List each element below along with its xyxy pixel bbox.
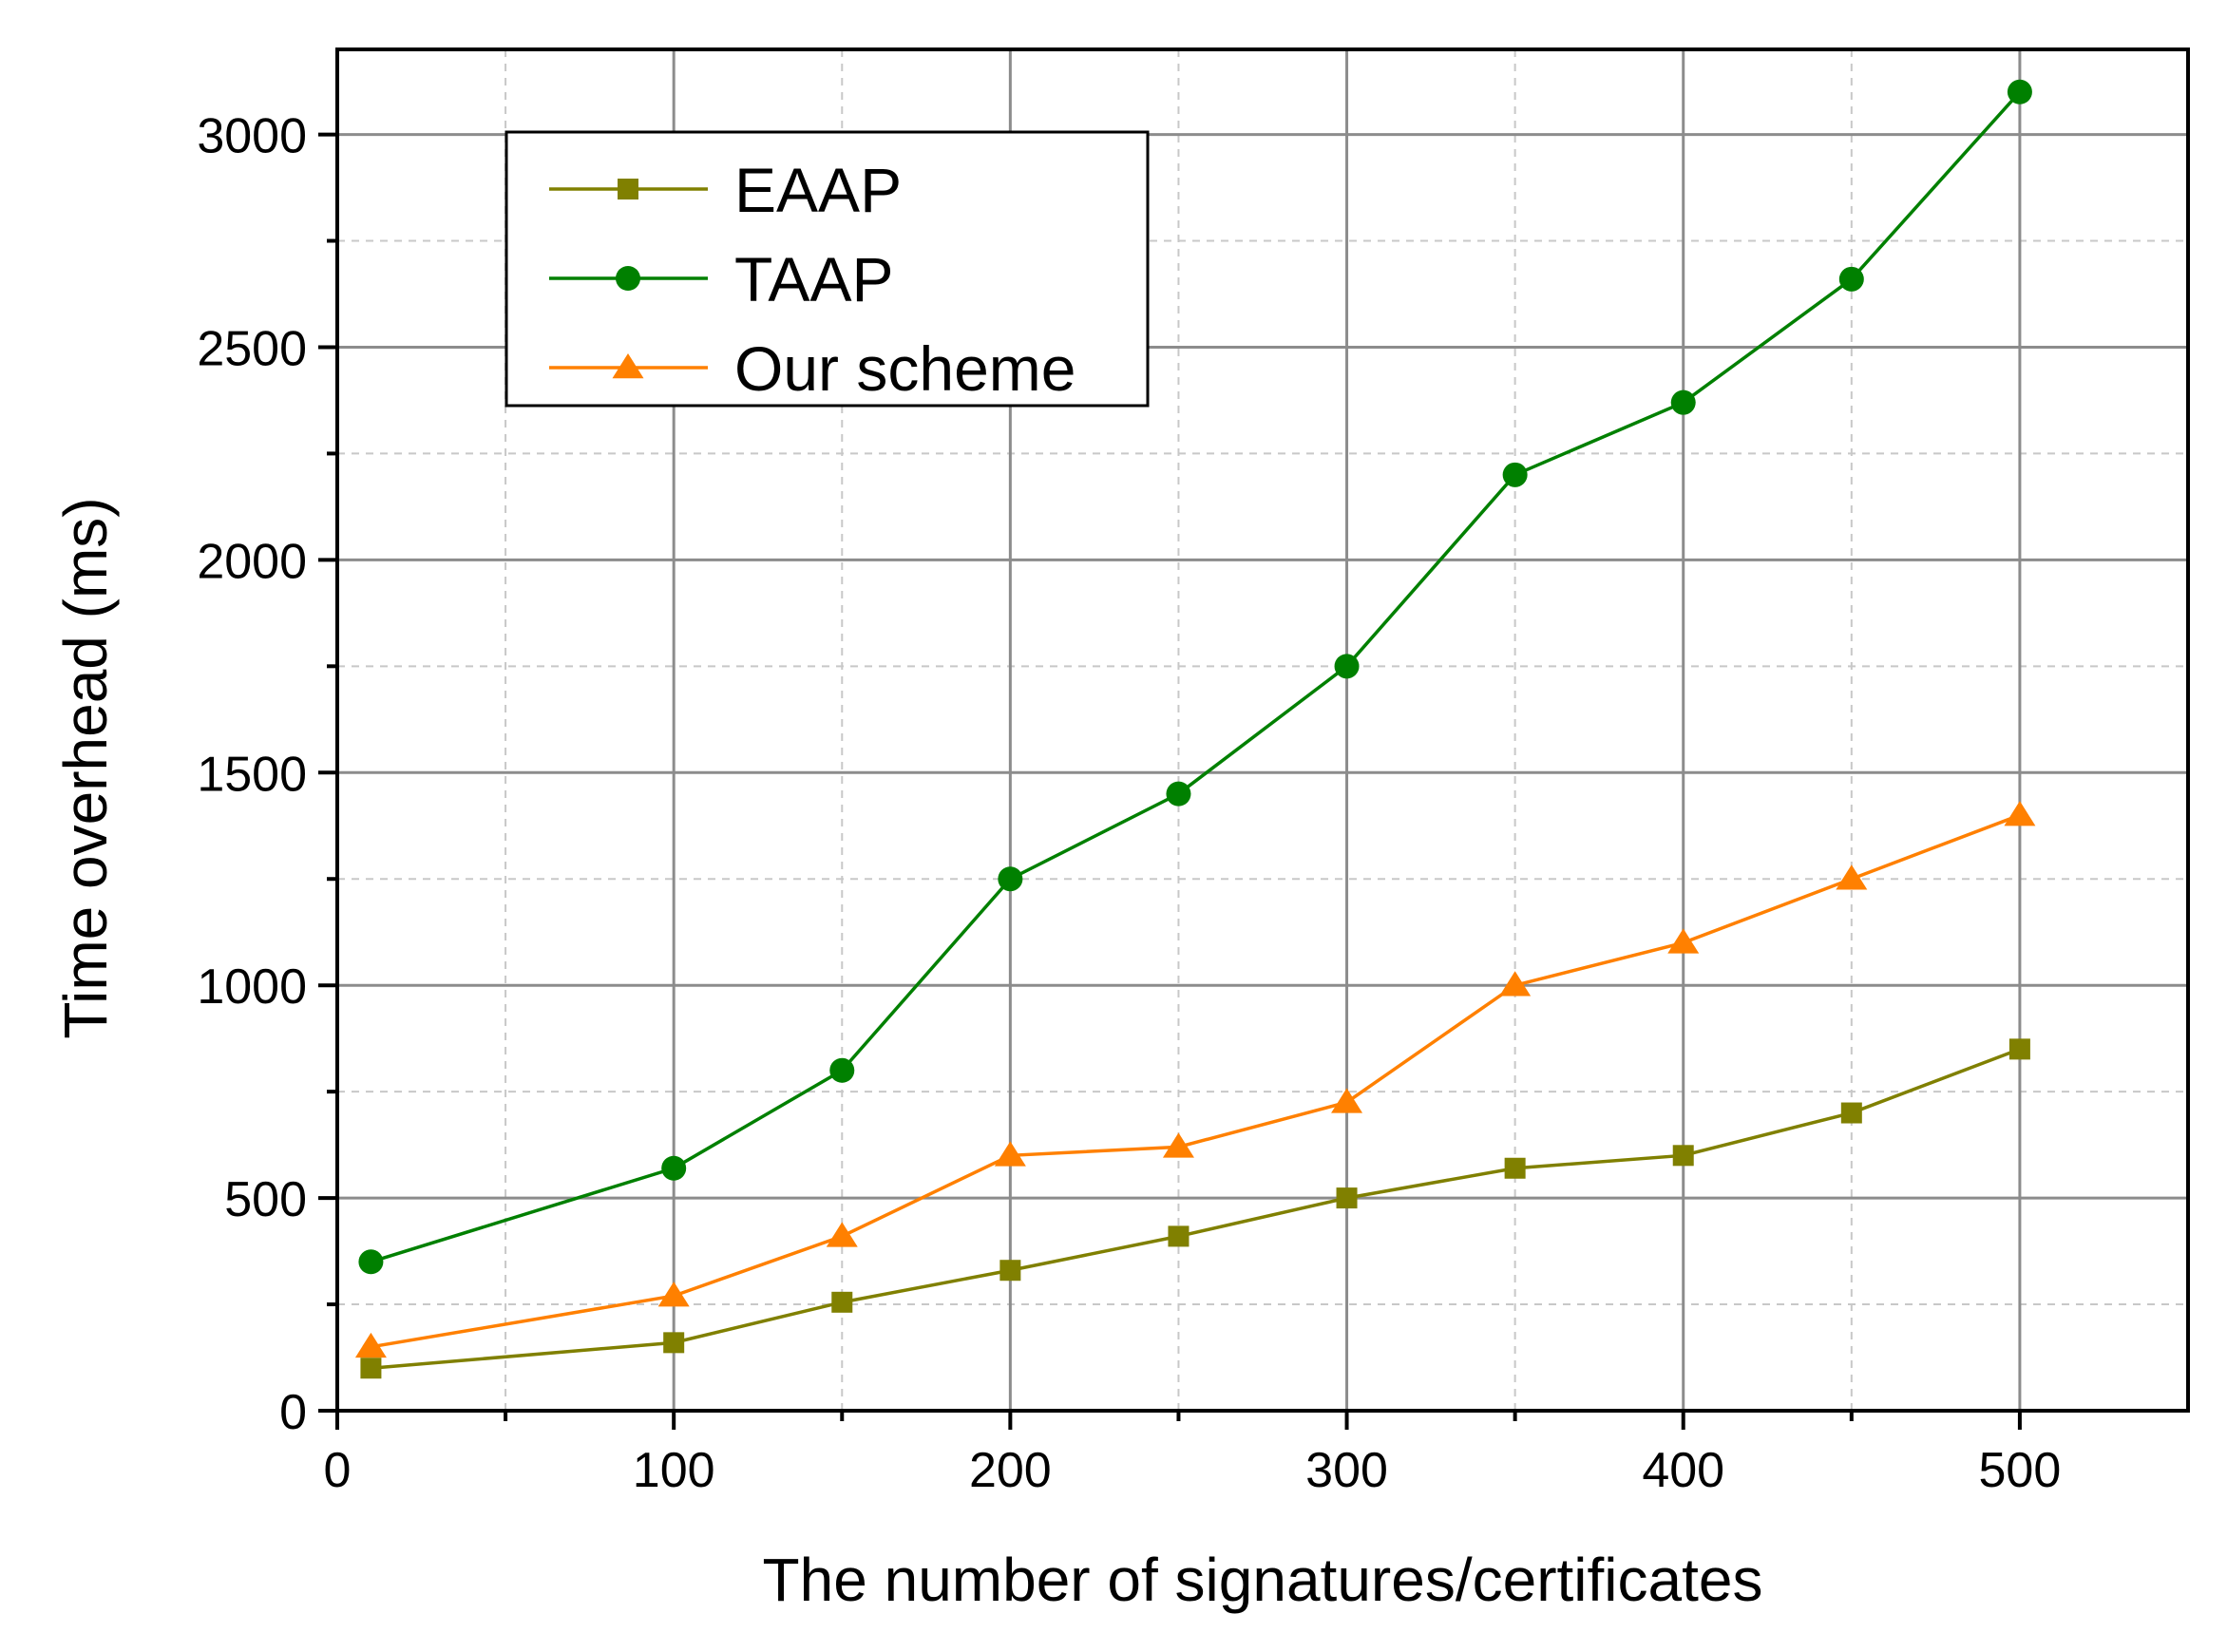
legend-marker-eaap <box>618 179 638 199</box>
data-point-our-scheme <box>826 1222 858 1247</box>
series-taap <box>358 79 2032 1275</box>
data-point-our-scheme <box>1667 928 1700 954</box>
y-tick-label: 1500 <box>197 747 307 802</box>
data-point-eaap <box>1504 1157 1526 1179</box>
y-tick-label: 3000 <box>197 109 307 164</box>
x-tick-label: 100 <box>633 1443 715 1498</box>
y-tick-label: 2000 <box>197 534 307 589</box>
minor-grid <box>337 49 2188 1411</box>
x-tick-label: 400 <box>1642 1443 1724 1498</box>
legend-marker-our-scheme <box>612 353 644 379</box>
legend-label-our-scheme: Our scheme <box>734 333 1075 404</box>
x-tick-label: 300 <box>1305 1443 1388 1498</box>
y-tick-label: 2500 <box>197 321 307 376</box>
data-point-eaap <box>999 1260 1021 1282</box>
y-tick-label: 1000 <box>197 959 307 1015</box>
data-point-our-scheme <box>994 1141 1026 1167</box>
data-point-eaap <box>1336 1187 1358 1209</box>
series-line-eaap <box>371 1047 2021 1370</box>
data-point-eaap <box>663 1332 685 1354</box>
x-tick-label: 200 <box>969 1443 1052 1498</box>
data-point-eaap <box>360 1358 382 1379</box>
data-point-our-scheme <box>2004 801 2036 826</box>
data-point-eaap <box>1168 1225 1190 1247</box>
y-tick-label: 0 <box>279 1385 307 1440</box>
legend-label-taap: TAAP <box>734 244 893 314</box>
axis-ticks <box>318 132 2022 1430</box>
series-eaap <box>360 1038 2030 1379</box>
plot-frame <box>335 47 2190 1413</box>
data-point-eaap <box>1840 1102 1862 1124</box>
x-tick-label: 0 <box>324 1443 352 1498</box>
series-our-scheme <box>354 801 2036 1358</box>
data-point-taap <box>1670 389 1696 415</box>
x-tick-label: 500 <box>1979 1443 2062 1498</box>
data-point-taap <box>1502 462 1528 487</box>
data-point-taap <box>2007 79 2032 104</box>
legend: EAAP TAAP Our scheme <box>504 130 1150 408</box>
data-point-our-scheme <box>1499 971 1532 997</box>
legend-label-eaap: EAAP <box>734 155 902 225</box>
series-line-our-scheme <box>371 813 2021 1349</box>
series-line-taap <box>370 90 2022 1263</box>
data-point-eaap <box>831 1291 853 1313</box>
data-point-taap <box>1334 654 1360 679</box>
data-point-taap <box>1166 781 1191 807</box>
data-point-taap <box>1838 266 1864 292</box>
data-point-taap <box>998 866 1023 892</box>
data-point-eaap <box>2008 1038 2030 1060</box>
tick-labels: 0 100 200 300 400 500 0 500 1000 1500 2000 2500 3000 <box>197 109 2061 1498</box>
data-point-taap <box>661 1155 687 1181</box>
data-point-taap <box>829 1057 855 1083</box>
data-point-our-scheme <box>1162 1132 1194 1158</box>
data-point-our-scheme <box>1331 1088 1363 1113</box>
data-point-taap <box>358 1249 384 1275</box>
data-point-our-scheme <box>354 1332 387 1358</box>
data-point-eaap <box>1672 1145 1694 1167</box>
y-axis-title: Time overhead (ms) <box>51 497 120 1038</box>
legend-marker-taap <box>616 266 640 291</box>
y-tick-label: 500 <box>224 1172 307 1227</box>
x-axis-title: The number of signatures/certificates <box>763 1546 1763 1614</box>
legend-box <box>504 130 1150 408</box>
data-point-our-scheme <box>657 1282 690 1307</box>
data-point-our-scheme <box>1836 864 1868 890</box>
series-layer <box>354 79 2036 1379</box>
